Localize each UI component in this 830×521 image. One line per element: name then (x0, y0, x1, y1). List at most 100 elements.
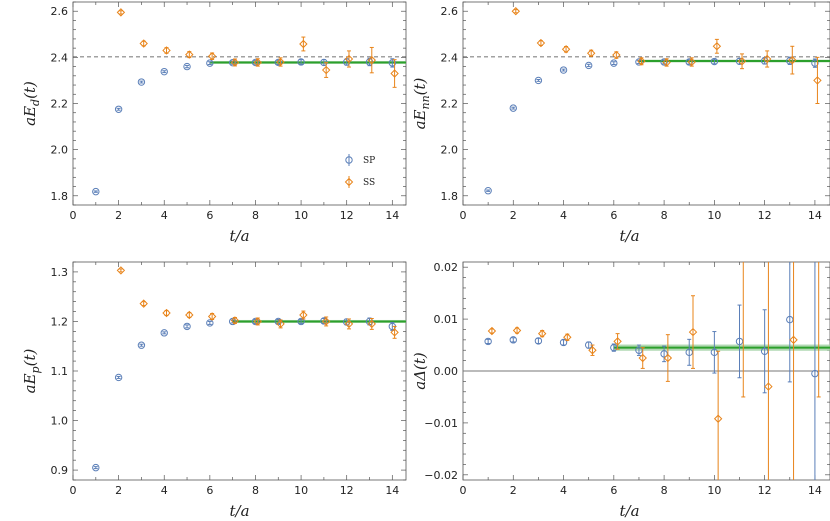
y-axis-title: aEp(t) (21, 349, 42, 394)
ss-point (813, 56, 822, 104)
ss-point (737, 53, 747, 70)
sp-marker (610, 59, 618, 67)
sp-marker (484, 337, 492, 346)
sp-marker (635, 58, 643, 66)
x-tick-label: 10 (294, 484, 308, 497)
x-tick-label: 14 (808, 209, 822, 222)
sp-point (760, 309, 769, 394)
sp-marker (685, 348, 693, 357)
sp-marker (584, 61, 593, 70)
ss-marker (637, 57, 646, 66)
ss-marker (185, 310, 194, 320)
sp-marker (160, 67, 168, 76)
ss-point (537, 329, 547, 338)
sp-point (534, 76, 543, 85)
sp-marker (760, 347, 769, 355)
ss-marker (537, 329, 547, 338)
sp-marker (160, 329, 168, 337)
y-axis-title-tail: (t) (411, 77, 429, 95)
x-axis-title: t/a (229, 227, 249, 245)
plot-frame (72, 1, 407, 206)
ss-point (185, 50, 194, 59)
sp-marker (137, 78, 146, 86)
ss-marker (713, 414, 723, 423)
ss-point (816, 262, 821, 398)
y-tick-label: 2.0 (51, 144, 69, 157)
sp-point (685, 338, 693, 366)
x-tick-label: 8 (252, 484, 259, 497)
sp-point (509, 336, 517, 344)
ss-marker (813, 76, 822, 85)
sp-marker (183, 62, 191, 71)
ss-marker (638, 353, 647, 363)
x-tick-label: 6 (206, 484, 213, 497)
x-tick-label: 12 (340, 209, 354, 222)
sp-point (559, 338, 568, 347)
sp-marker (206, 59, 214, 67)
ss-point (344, 50, 354, 68)
legend-sp-label: SP (363, 156, 375, 166)
y-tick-label: 2.2 (51, 98, 69, 111)
ss-point (276, 319, 285, 329)
sp-marker (559, 66, 568, 74)
sp-marker (274, 58, 282, 67)
y-axis-title-sub: p (29, 366, 42, 373)
x-tick-label: 4 (560, 484, 567, 497)
ss-point (588, 344, 597, 356)
ss-point (687, 57, 696, 67)
ss-marker (253, 317, 262, 326)
sp-marker (509, 104, 517, 112)
y-axis-title-main: aΔ(t) (411, 352, 429, 390)
ss-marker (688, 327, 698, 337)
ss-point (116, 266, 126, 275)
ss-point (613, 333, 622, 350)
y-tick-label: 0.9 (51, 464, 69, 477)
sp-point (484, 337, 492, 346)
ss-marker (139, 299, 148, 308)
x-tick-label: 0 (70, 484, 77, 497)
ss-marker (299, 310, 308, 320)
ss-marker (764, 382, 773, 391)
sp-point (160, 67, 168, 76)
x-tick-label: 4 (161, 209, 168, 222)
sp-marker (228, 317, 237, 326)
ss-point (712, 38, 722, 54)
plot-area (73, 8, 406, 196)
y-tick-label: −0.01 (424, 417, 458, 430)
sp-marker (297, 317, 305, 326)
sp-point (635, 344, 643, 356)
sp-point (660, 345, 668, 363)
ss-marker (344, 319, 354, 329)
ss-marker (367, 55, 376, 65)
ss-point (789, 262, 798, 480)
ss-marker (185, 50, 194, 59)
plot-area (92, 266, 406, 472)
y-tick-label: 2.2 (441, 98, 459, 111)
y-axis-title: aEd(t) (21, 81, 42, 126)
ss-point (487, 326, 497, 336)
ss-marker (789, 335, 798, 345)
ss-marker (613, 337, 622, 346)
y-tick-label: 2.6 (441, 5, 459, 18)
ss-point (638, 347, 647, 369)
x-tick-label: 14 (385, 484, 399, 497)
y-axis-title-sub: nn (419, 95, 432, 109)
ss-marker (321, 65, 331, 75)
x-tick-label: 0 (460, 209, 467, 222)
panel-aDelta: 0 2 4 6 8 10 12 14 −0.02 −0.01 0.00 0.01 0.02 t/a aΔ(t… (411, 261, 830, 520)
plot-area (463, 7, 830, 195)
sp-marker (735, 57, 744, 65)
ss-marker (712, 42, 722, 51)
ss-point (367, 317, 376, 330)
sp-point (297, 58, 305, 66)
sp-marker (635, 346, 643, 354)
ss-marker (321, 317, 331, 326)
y-axis-title-tail: (t) (21, 349, 39, 367)
ss-marker (276, 319, 285, 329)
sp-point (710, 57, 719, 66)
ss-point (390, 59, 399, 88)
y-axis-title-main: aE (411, 109, 429, 129)
legend-ss-label: SS (363, 178, 375, 188)
plot-frame (462, 1, 830, 206)
sp-point (811, 262, 819, 480)
